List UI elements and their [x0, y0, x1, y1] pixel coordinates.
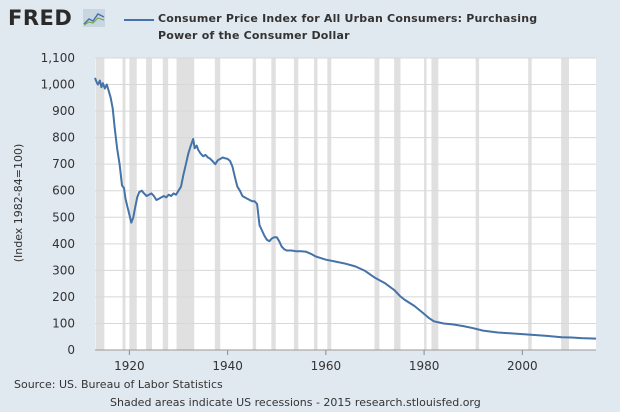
recession-band [327, 58, 332, 350]
y-tick-label: 800 [52, 131, 75, 145]
x-tick-label: 1980 [409, 359, 440, 373]
recession-band [95, 58, 105, 350]
y-tick-label: 500 [52, 210, 75, 224]
y-tick-label: 300 [52, 263, 75, 277]
y-tick-label: 900 [52, 104, 75, 118]
recession-band [176, 58, 195, 350]
series-line [94, 77, 597, 340]
recession-band [561, 58, 569, 350]
y-tick-label: 200 [52, 290, 75, 304]
y-tick-label: 1,000 [41, 78, 75, 92]
y-tick-label: 600 [52, 184, 75, 198]
fred-logo[interactable]: FRED [8, 6, 73, 30]
source-note: Source: US. Bureau of Labor Statistics [14, 378, 223, 391]
legend-series-label: Consumer Price Index for All Urban Consu… [158, 12, 538, 42]
recession-note: Shaded areas indicate US recessions - 20… [110, 396, 481, 409]
y-tick-label: 700 [52, 157, 75, 171]
recession-band [424, 58, 427, 350]
plot-area: 0 100 200 300 400 500 600 700 800 900 1,000 1,100 19… [41, 51, 597, 373]
recession-band [475, 58, 480, 350]
y-tick-label: 0 [67, 343, 75, 357]
recession-band [431, 58, 439, 350]
recession-band [374, 58, 380, 350]
fred-logo-chart-icon [83, 9, 105, 27]
recession-band [528, 58, 532, 350]
y-tick-label: 400 [52, 237, 75, 251]
recession-band [162, 58, 169, 350]
y-axis-title: (Index 1982-84=100) [12, 144, 25, 263]
recession-band [252, 58, 257, 350]
x-tick-label: 1940 [212, 359, 243, 373]
legend-series-swatch [124, 19, 154, 21]
recession-band [394, 58, 401, 350]
recession-band [214, 58, 221, 350]
x-tick-label: 2000 [507, 359, 538, 373]
plot-background [95, 58, 596, 350]
x-tick-label: 1920 [114, 359, 145, 373]
x-tick-label: 1960 [311, 359, 342, 373]
recession-band [146, 58, 152, 350]
recession-band [122, 58, 126, 350]
y-tick-label: 1,100 [41, 51, 75, 65]
recession-band [314, 58, 318, 350]
y-tick-label: 100 [52, 316, 75, 330]
recession-band [271, 58, 276, 350]
recession-band [293, 58, 299, 350]
recession-band [129, 58, 137, 350]
